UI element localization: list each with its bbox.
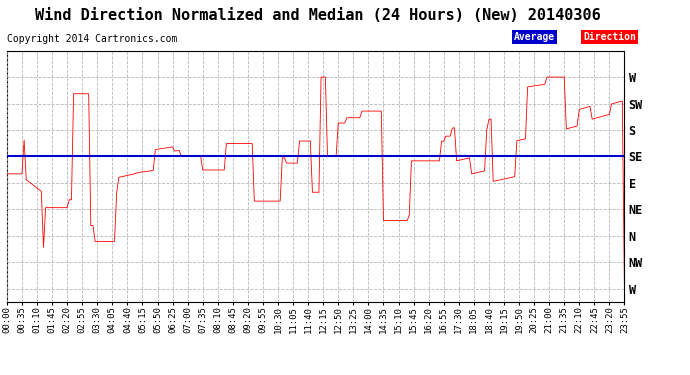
Text: Direction: Direction	[583, 32, 636, 42]
Text: Average: Average	[514, 32, 555, 42]
Text: Copyright 2014 Cartronics.com: Copyright 2014 Cartronics.com	[7, 34, 177, 44]
Text: Wind Direction Normalized and Median (24 Hours) (New) 20140306: Wind Direction Normalized and Median (24…	[34, 8, 600, 22]
